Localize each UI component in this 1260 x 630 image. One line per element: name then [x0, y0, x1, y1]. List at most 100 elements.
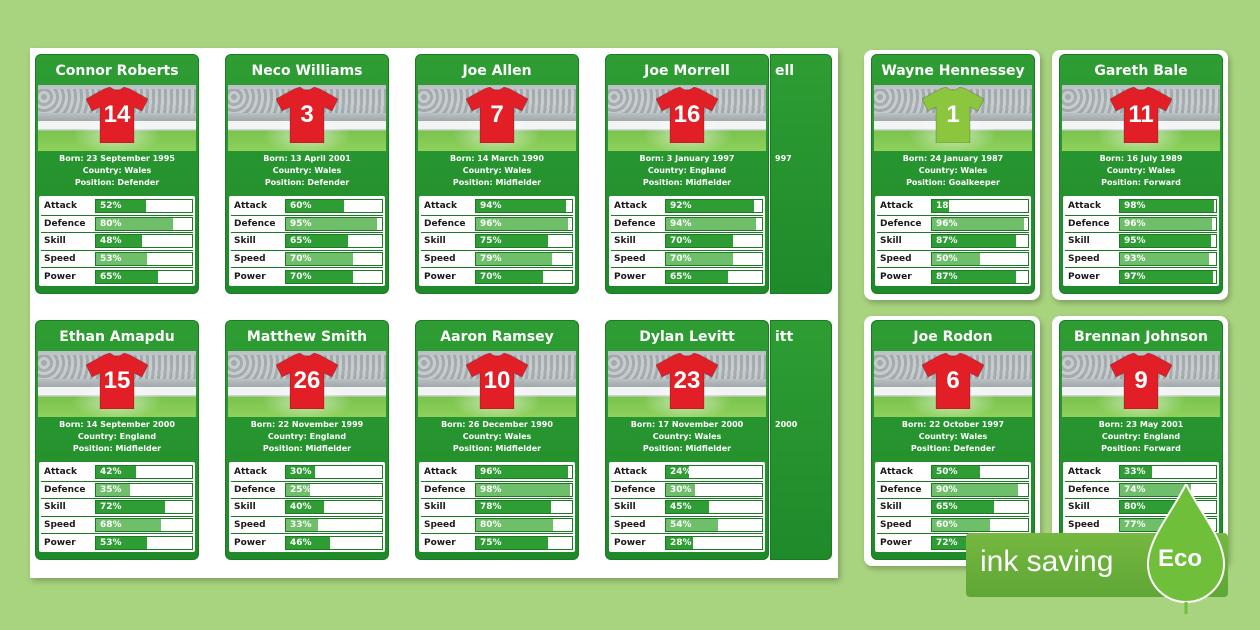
- stat-fill: [932, 252, 980, 265]
- stat-label: Defence: [234, 218, 276, 229]
- player-card: Aaron Ramsey 10 Born: 26 December 1990 Coun…: [415, 320, 579, 560]
- peek-card: itt 2000: [770, 320, 832, 560]
- stat-row: Skill 45%: [611, 499, 763, 517]
- stat-label: Skill: [880, 502, 902, 513]
- stat-label: Skill: [614, 502, 636, 513]
- shirt-icon: 26: [275, 352, 339, 410]
- player-position: Position: Midfielder: [642, 444, 732, 453]
- stat-row: Skill 48%: [41, 233, 193, 251]
- shirt-icon: 6: [921, 352, 985, 410]
- stat-label: Speed: [234, 519, 266, 530]
- player-info: Born: 13 April 2001 Country: Wales Positio…: [226, 153, 388, 189]
- stat-bar: 60%: [931, 517, 1029, 532]
- stat-bar: 25%: [285, 482, 383, 497]
- stat-label: Speed: [424, 253, 456, 264]
- stat-bar: 94%: [665, 216, 763, 231]
- stat-row: Attack 42%: [41, 464, 193, 482]
- stat-fill: [666, 483, 695, 496]
- stat-bar: 97%: [1119, 269, 1217, 284]
- stat-row: Power 97%: [1065, 268, 1217, 286]
- stat-fill: [666, 252, 734, 265]
- stat-fill: [476, 536, 548, 549]
- player-info: Born: 3 January 1997 Country: England Posi…: [606, 153, 768, 189]
- stat-label: Speed: [1068, 253, 1100, 264]
- player-born: Born: 16 July 1989: [1099, 154, 1183, 163]
- stat-bar: 79%: [475, 251, 573, 266]
- stat-bar: 95%: [1119, 234, 1217, 249]
- peek-card-title: ell: [775, 63, 795, 79]
- player-card: Joe Rodon 6 Born: 22 October 1997 Country: …: [871, 320, 1035, 560]
- stat-bar: 53%: [95, 251, 193, 266]
- stat-label: Power: [614, 271, 646, 282]
- stat-row: Power 53%: [41, 534, 193, 552]
- stat-value: 18%: [936, 201, 958, 212]
- stat-label: Attack: [614, 467, 647, 478]
- stat-fill: [96, 501, 166, 514]
- player-position: Position: Defender: [264, 178, 350, 187]
- stat-label: Power: [44, 271, 76, 282]
- stat-value: 87%: [936, 236, 958, 247]
- stat-fill: [932, 217, 1025, 230]
- stat-fill: [1120, 217, 1213, 230]
- stat-fill: [96, 483, 130, 496]
- shirt-number: 23: [673, 367, 701, 394]
- player-info: Born: 22 November 1999 Country: England Po…: [226, 419, 388, 455]
- stat-row: Speed 80%: [421, 517, 573, 534]
- player-position: Position: Forward: [1101, 178, 1181, 187]
- stat-label: Power: [234, 537, 266, 548]
- stadium-backdrop: 6: [874, 351, 1032, 417]
- stat-row: Power 46%: [231, 534, 383, 552]
- leaf-icon: [1146, 484, 1226, 614]
- player-country: Country: Wales: [272, 166, 342, 175]
- stat-fill: [286, 252, 354, 265]
- player-card: Wayne Hennessey 1 Born: 24 January 1987 Cou…: [871, 54, 1035, 294]
- stat-row: Attack 33%: [1065, 464, 1217, 482]
- stat-row: Speed 93%: [1065, 251, 1217, 268]
- stats-table: Attack 92% Defence 94% Skill 70% Speed 70% Power…: [609, 196, 765, 286]
- shirt-icon: 10: [465, 352, 529, 410]
- stat-row: Speed 68%: [41, 517, 193, 534]
- shirt-number: 15: [103, 367, 131, 394]
- stat-value: 60%: [290, 201, 312, 212]
- stat-label: Defence: [1068, 484, 1110, 495]
- stats-table: Attack 42% Defence 35% Skill 72% Speed 68% Power…: [39, 462, 195, 552]
- stat-bar: 60%: [285, 199, 383, 214]
- stat-label: Power: [1068, 271, 1100, 282]
- stat-fill: [96, 466, 137, 479]
- stat-label: Defence: [424, 484, 466, 495]
- stat-value: 53%: [100, 253, 122, 264]
- stat-bar: 96%: [931, 216, 1029, 231]
- player-info: Born: 16 July 1989 Country: Wales Position…: [1060, 153, 1222, 189]
- player-card: Gareth Bale 11 Born: 16 July 1989 Country: …: [1059, 54, 1223, 294]
- stat-bar: 98%: [1119, 199, 1217, 214]
- stat-fill: [476, 518, 553, 531]
- stat-bar: 70%: [285, 251, 383, 266]
- player-info: Born: 26 December 1990 Country: Wales Posi…: [416, 419, 578, 455]
- stat-value: 77%: [1124, 520, 1146, 531]
- stat-fill: [666, 235, 734, 248]
- stat-value: 72%: [936, 537, 958, 548]
- player-position: Position: Midfielder: [642, 178, 732, 187]
- player-name: Joe Morrell: [644, 63, 730, 79]
- stat-value: 65%: [936, 502, 958, 513]
- stat-value: 50%: [936, 467, 958, 478]
- stat-label: Skill: [424, 502, 446, 513]
- stat-value: 94%: [480, 201, 502, 212]
- player-born: Born: 17 November 2000: [630, 420, 744, 429]
- player-name: Joe Allen: [462, 63, 532, 79]
- peek-card: ell 997: [770, 54, 832, 294]
- stat-row: Power 28%: [611, 534, 763, 552]
- stat-label: Defence: [880, 218, 922, 229]
- stat-bar: 65%: [95, 269, 193, 284]
- stat-value: 33%: [290, 519, 312, 530]
- stat-bar: 68%: [95, 517, 193, 532]
- player-card: Dylan Levitt 23 Born: 17 November 2000 Coun…: [605, 320, 769, 560]
- player-name: Joe Rodon: [913, 329, 993, 345]
- stat-bar: 30%: [665, 482, 763, 497]
- stat-label: Power: [880, 537, 912, 548]
- player-name: Connor Roberts: [55, 63, 179, 79]
- stat-fill: [666, 270, 729, 283]
- player-born: Born: 23 May 2001: [1098, 420, 1184, 429]
- peek-card-born: 997: [775, 154, 792, 163]
- stat-fill: [96, 536, 147, 549]
